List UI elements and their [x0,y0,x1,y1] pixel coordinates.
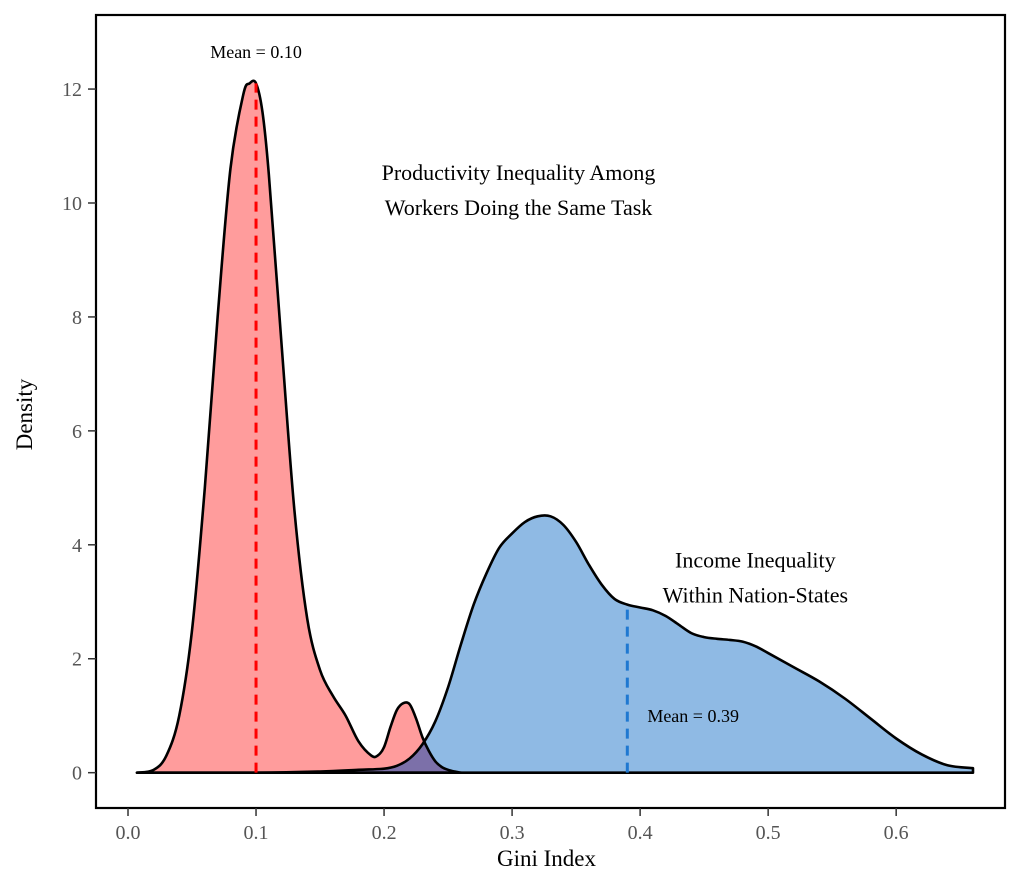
x-tick-label: 0.4 [628,822,653,844]
annotation-2-line-2: Within Nation-States [663,583,848,608]
mean-lines [254,83,629,773]
x-tick-label: 0.0 [116,822,141,844]
density-areas [135,79,975,775]
density-outline-1 [135,79,463,774]
text-labels: Gini Index Density Mean = 0.10 Mean = 0.39 P… [12,42,848,871]
density-area-1 [136,80,461,773]
plot-frame [94,13,1007,810]
mean-label-2: Mean = 0.39 [647,706,739,726]
annotation-1-line-2: Workers Doing the Same Task [385,195,653,220]
y-axis-title: Density [12,378,37,450]
x-axis-title: Gini Index [497,846,597,871]
y-tick-label: 2 [72,649,82,671]
x-tick-label: 0.5 [756,822,781,844]
y-tick-label: 10 [62,193,82,215]
y-tick-label: 8 [72,307,82,329]
y-tick-label: 0 [72,763,82,785]
y-tick-label: 12 [62,79,82,101]
x-axis-ticks: 0.0 0.1 0.2 0.3 0.4 0.5 0.6 [116,808,909,844]
density-outline-2 [135,514,975,775]
y-tick-label: 6 [72,421,82,443]
annotation-2-line-1: Income Inequality [675,548,836,573]
annotation-1-line-1: Productivity Inequality Among [382,160,656,185]
density-area-2 [136,515,973,773]
mean-label-1: Mean = 0.10 [210,42,302,62]
x-tick-label: 0.6 [884,822,909,844]
x-tick-label: 0.3 [500,822,525,844]
y-tick-label: 4 [72,535,82,557]
x-tick-label: 0.2 [372,822,397,844]
y-axis-ticks: 0 2 4 6 8 10 12 [62,79,96,785]
x-tick-label: 0.1 [244,822,269,844]
